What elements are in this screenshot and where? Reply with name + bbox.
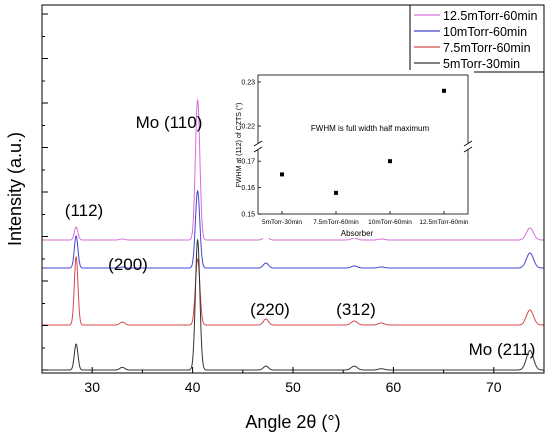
inset-point (280, 172, 284, 177)
legend: 12.5mTorr-60min 10mTorr-60min 7.5mTorr-60m… (409, 4, 545, 73)
main-x-tick-label: 60 (386, 379, 402, 395)
axis-break-mark-left-a (253, 140, 263, 147)
main-x-tick-label: 70 (486, 379, 502, 395)
axis-break-mark-right-a (463, 140, 473, 147)
main-x-tick-label: 30 (84, 379, 100, 395)
main-x-tick-label: 40 (185, 379, 201, 395)
inset-point (388, 159, 392, 164)
inset-points (280, 88, 446, 195)
series-line-10mTorr-60min (42, 190, 544, 269)
inset-point (334, 190, 338, 195)
main-x-tick-label: 50 (285, 379, 301, 395)
main-y-axis-title: Intensity (a.u.) (5, 132, 25, 246)
axis-break-mark-left-b (253, 146, 263, 153)
peak-label-200: (200) (108, 255, 148, 274)
inset-x-axis-title: Absorber (341, 229, 374, 238)
axis-break-mark-right-b (463, 146, 473, 153)
peak-label-312: (312) (336, 300, 376, 319)
series-line-7.5mTorr-60min (42, 255, 544, 326)
inset-ticks: 0.15 0.16 0.17 0.22 0.23 5mTorr-30min 7.5mTorr… (241, 80, 469, 227)
inset-axis-break (253, 140, 473, 153)
axis-break-gap-right (464, 143, 471, 150)
main-x-axis-title: Angle 2θ (°) (245, 412, 340, 432)
series-line-12.5mTorr-60min (42, 98, 545, 241)
legend-label-5mTorr-30min: 5mTorr-30min (443, 57, 520, 71)
main-x-ticks: 30 40 50 60 70 (41, 367, 545, 395)
legend-box (409, 4, 545, 73)
legend-label-7.5mTorr-60min: 7.5mTorr-60min (443, 41, 531, 55)
peak-label-220: (220) (250, 300, 290, 319)
inset-y-tick-label: 0.16 (241, 185, 255, 192)
inset-x-tick-label: 5mTorr-30min (262, 219, 302, 226)
peak-label-mo211: Mo (211) (469, 340, 536, 359)
inset-point (442, 88, 446, 93)
inset-background (250, 70, 474, 238)
inset-y-tick-label: 0.22 (241, 124, 255, 131)
peak-label-112: (112) (65, 201, 103, 220)
legend-label-12.5mTorr-60min: 12.5mTorr-60min (443, 9, 538, 23)
legend-label-10mTorr-60min: 10mTorr-60min (443, 25, 527, 39)
inset-y-axis-title: FWHM at (112) of CZTS (°) (235, 103, 243, 188)
inset-chart: 0.15 0.16 0.17 0.22 0.23 5mTorr-30min 7.5mTorr… (235, 70, 474, 238)
axis-break-gap-left (255, 143, 262, 150)
inset-x-tick-label: 12.5mTorr-60min (419, 219, 469, 226)
inset-y-tick-label: 0.17 (241, 159, 255, 166)
inset-y-tick-label: 0.15 (241, 212, 255, 219)
legend-items: 12.5mTorr-60min 10mTorr-60min 7.5mTorr-60m… (414, 9, 538, 71)
inset-y-tick-label: 0.23 (241, 80, 255, 87)
inset-annotation: FWHM is full width half maximum (311, 124, 430, 133)
inset-x-tick-label: 7.5mTorr-60min (313, 219, 359, 226)
main-plot-frame (41, 4, 545, 374)
inset-x-tick-label: 10mTorr-60min (368, 219, 412, 226)
peak-label-mo110: Mo (110) (136, 113, 203, 132)
